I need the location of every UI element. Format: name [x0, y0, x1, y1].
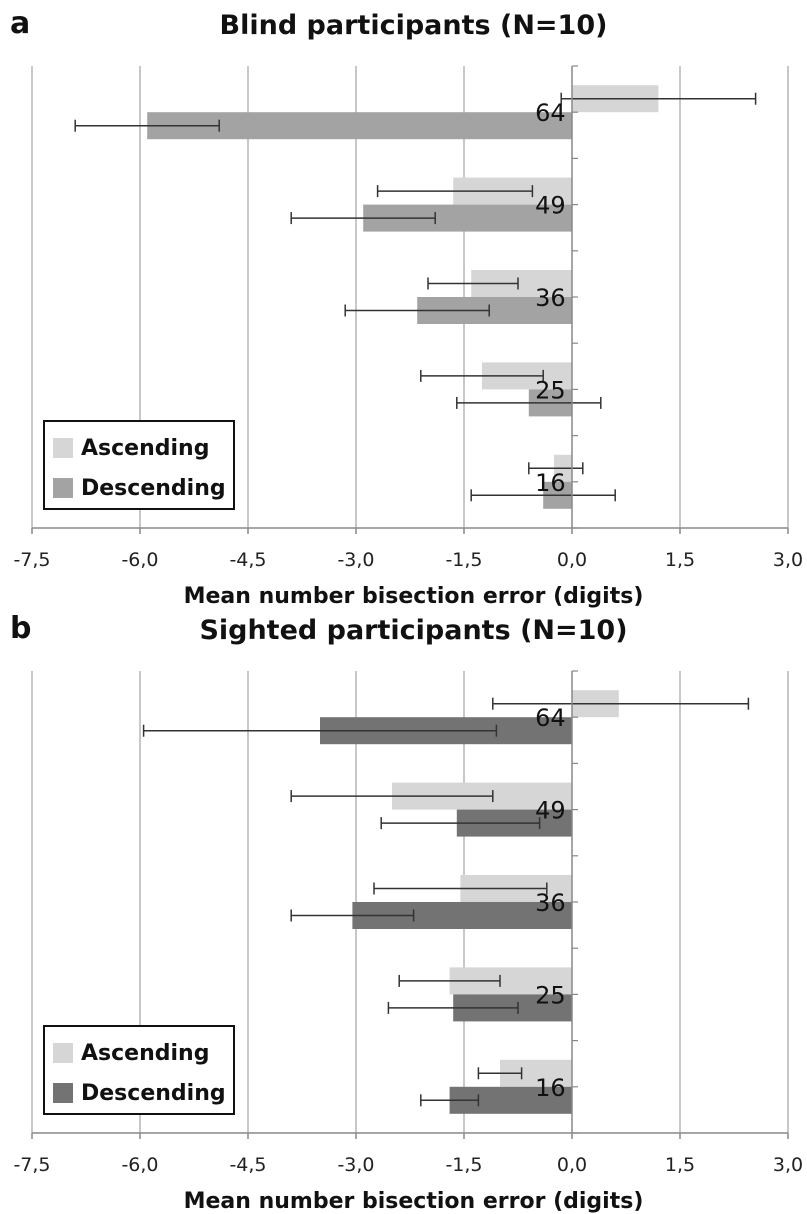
- x-tick-label: -4,5: [229, 1154, 266, 1176]
- x-tick-label: -3,0: [337, 1154, 374, 1176]
- x-tick-label: 1,5: [665, 549, 695, 571]
- legend-item-ascending: Ascending: [53, 434, 209, 462]
- chart-title: Sighted participants (N=10): [199, 615, 628, 646]
- x-axis-label: Mean number bisection error (digits): [183, 1189, 644, 1214]
- x-axis-label: Mean number bisection error (digits): [183, 584, 644, 609]
- x-tick-label: 3,0: [773, 1154, 803, 1176]
- chart-panel-b: b Sighted participants (N=10) -7,5 -6,0 -4…: [0, 605, 807, 1214]
- legend-item-ascending: Ascending: [53, 1039, 209, 1067]
- category-label: 49: [535, 797, 566, 825]
- legend-label: Ascending: [81, 435, 210, 461]
- category-label: 25: [535, 376, 566, 404]
- legend-label: Descending: [81, 475, 226, 501]
- chart-legend: Ascending Descending: [43, 420, 235, 510]
- category-label: 25: [535, 981, 566, 1009]
- chart-plot: -7,5 -6,0 -4,5 -3,0 -1,5 0,0 1,5 3,0 64 49 36 25 16: [13, 670, 803, 1176]
- x-tick-label: -3,0: [337, 549, 374, 571]
- x-tick-label: -7,5: [13, 1154, 50, 1176]
- legend-swatch: [53, 1083, 73, 1103]
- legend-swatch: [53, 438, 73, 458]
- x-tick-label: 3,0: [773, 549, 803, 571]
- category-label: 16: [535, 469, 566, 497]
- panel-letter: a: [10, 6, 31, 41]
- category-label: 64: [535, 99, 566, 127]
- chart-panel-a: a Blind participants (N=10) -7,5 -6,0 -4,5…: [0, 0, 807, 609]
- legend-label: Ascending: [81, 1040, 210, 1066]
- panel-letter: b: [10, 611, 32, 646]
- category-label: 36: [535, 889, 566, 917]
- category-label: 64: [535, 704, 566, 732]
- chart-legend: Ascending Descending: [43, 1025, 235, 1115]
- legend-label: Descending: [81, 1080, 226, 1106]
- x-tick-label: -7,5: [13, 549, 50, 571]
- x-tick-label: -4,5: [229, 549, 266, 571]
- legend-swatch: [53, 478, 73, 498]
- chart-title: Blind participants (N=10): [219, 10, 608, 41]
- legend-item-descending: Descending: [53, 1079, 226, 1107]
- category-label: 36: [535, 284, 566, 312]
- x-tick-label: 0,0: [557, 1154, 587, 1176]
- category-label: 16: [535, 1074, 566, 1102]
- legend-swatch: [53, 1043, 73, 1063]
- x-tick-label: -1,5: [445, 549, 482, 571]
- legend-item-descending: Descending: [53, 474, 226, 502]
- category-label: 49: [535, 192, 566, 220]
- x-tick-label: -6,0: [121, 549, 158, 571]
- x-tick-label: 1,5: [665, 1154, 695, 1176]
- chart-plot: -7,5 -6,0 -4,5 -3,0 -1,5 0,0 1,5 3,0 64 49 36 25 16: [13, 65, 803, 571]
- x-tick-label: -6,0: [121, 1154, 158, 1176]
- x-tick-label: 0,0: [557, 549, 587, 571]
- x-tick-label: -1,5: [445, 1154, 482, 1176]
